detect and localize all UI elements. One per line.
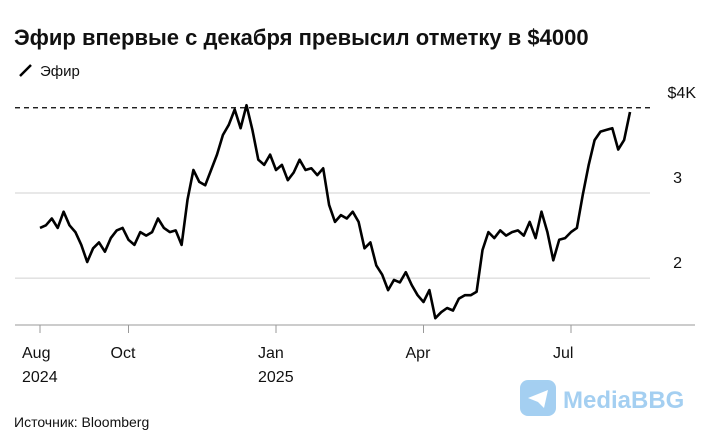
x-tick-label: Jan 2025: [258, 345, 294, 386]
watermark-glyph: [528, 390, 548, 408]
price-line: [39, 103, 632, 320]
watermark: MediaBBG: [520, 380, 684, 416]
legend-label: Эфир: [40, 63, 80, 80]
source: Источник: Bloomberg: [14, 414, 149, 430]
y-tick-label: 3: [673, 170, 682, 187]
x-tick-label: Oct: [111, 345, 136, 362]
legend-swatch: [19, 64, 32, 77]
x-tick-label: Aug 2024: [22, 345, 58, 386]
y-tick-label: $4K: [668, 85, 697, 102]
x-tick-label: Apr: [406, 345, 432, 362]
x-tick-label: Jul: [553, 345, 573, 362]
y-tick-label: 2: [673, 255, 682, 272]
watermark-text: MediaBBG: [563, 387, 684, 414]
chart-title: Эфир впервые с декабря превысил отметку …: [14, 25, 589, 50]
